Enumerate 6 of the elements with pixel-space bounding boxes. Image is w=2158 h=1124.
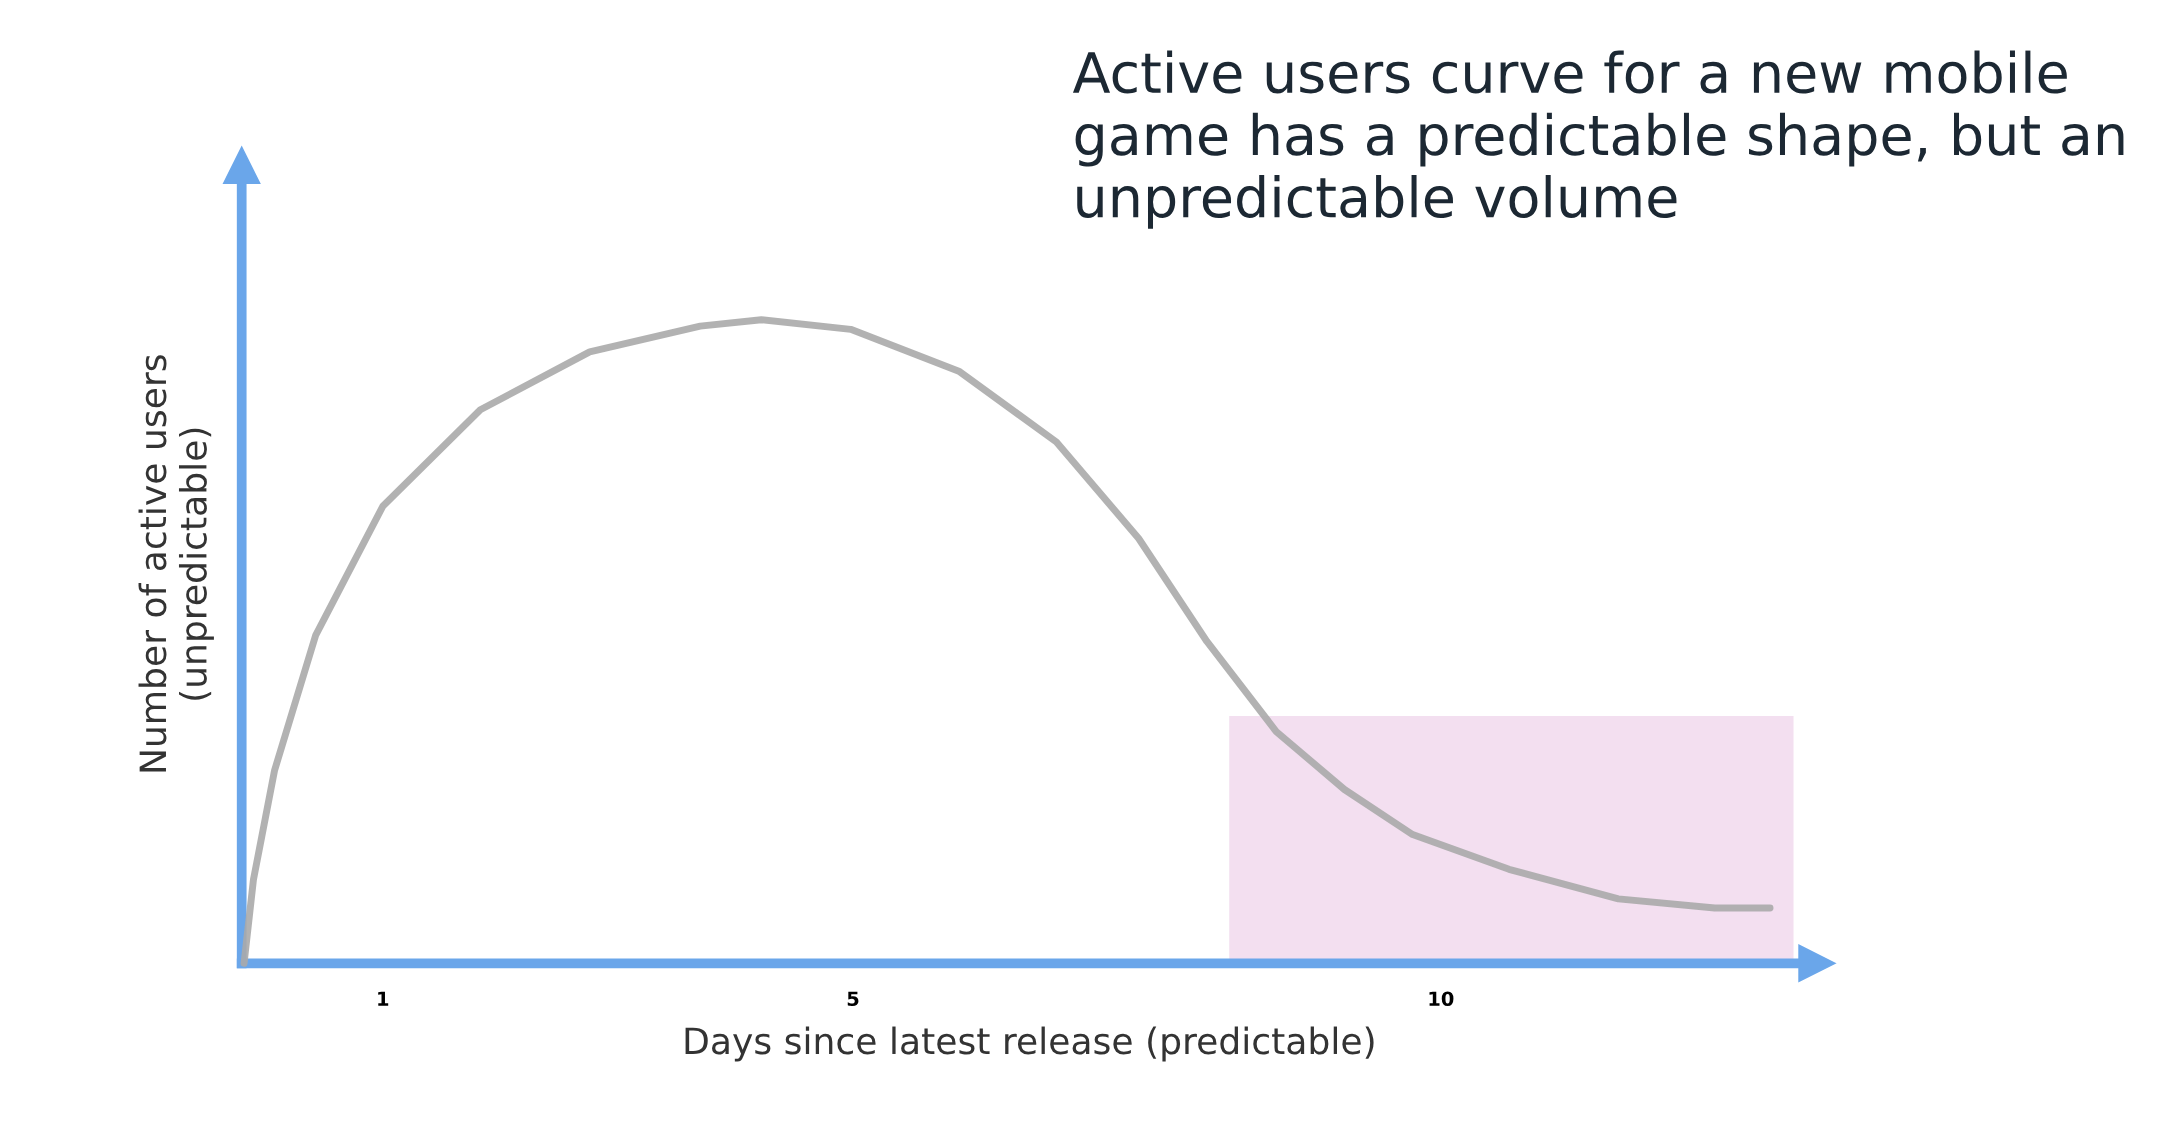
x-tick-label: 5 — [847, 991, 859, 1007]
x-tick-label: 10 — [1429, 991, 1454, 1007]
y-axis-title: Number of active users (unpredictable) — [138, 355, 214, 772]
chart-title: Active users curve for a new mobile game has a predictable shape, but an unpredictable volume — [1072, 50, 2124, 229]
x-tick-label: 1 — [378, 991, 389, 1006]
x-axis-title: Days since latest release (predictable) — [685, 1026, 1374, 1062]
